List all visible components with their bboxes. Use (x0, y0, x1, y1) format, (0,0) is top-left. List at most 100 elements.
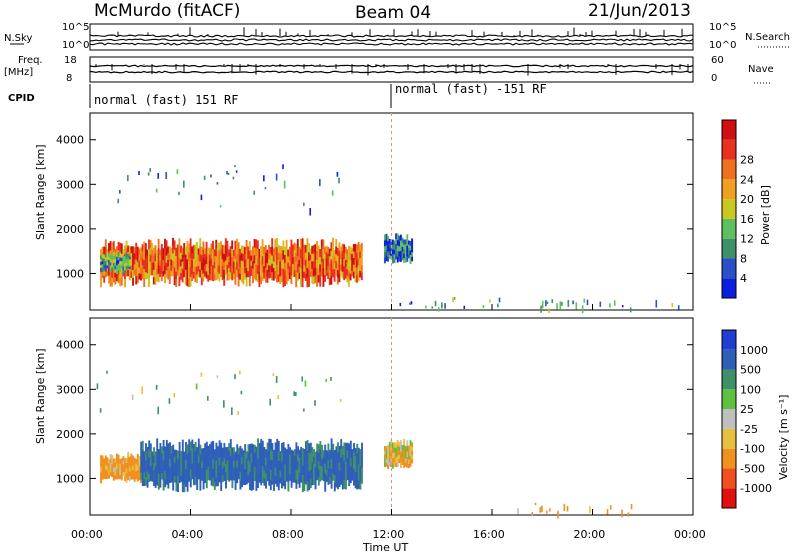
velocity-echo (395, 461, 398, 467)
velocity-echo (395, 447, 398, 453)
power-echo (106, 252, 109, 256)
velocity-echo (311, 477, 314, 486)
power-echo (170, 253, 173, 260)
velocity-echo (210, 467, 213, 477)
power-echo (175, 271, 178, 280)
power-echo (197, 254, 200, 261)
power-echo (404, 257, 407, 263)
velocity-echo (261, 474, 264, 484)
velocity-echo (164, 454, 167, 464)
velocity-echo (112, 467, 115, 473)
power-echo (314, 259, 317, 268)
power-echo (135, 267, 138, 277)
velocity-echo (169, 474, 171, 483)
velocity-echo (330, 377, 332, 381)
velocity-echo (175, 458, 178, 467)
power-echo (285, 239, 288, 250)
power-echo (106, 248, 109, 255)
power-echo (135, 259, 138, 268)
power-echo (117, 255, 120, 260)
power-echo (613, 300, 616, 306)
power-echo (207, 260, 210, 269)
velocity-echo (136, 475, 139, 482)
nsearch-tick-top: 10^5 (709, 22, 736, 33)
velocity-echo (149, 458, 152, 467)
velocity-echo (321, 472, 323, 481)
velocity-echo (545, 510, 548, 514)
power-echo (244, 272, 246, 280)
power-echo (398, 245, 401, 252)
power-echo (220, 248, 222, 256)
power-echo (330, 250, 333, 260)
power-echo (335, 260, 338, 269)
velocity-echo (388, 456, 391, 463)
power-echo (255, 255, 258, 265)
power-echo (176, 244, 179, 252)
velocity-echo (314, 466, 317, 475)
power-echo (284, 269, 286, 279)
power-echo (122, 265, 125, 270)
power-echo (385, 239, 388, 246)
velocity-echo (330, 468, 333, 479)
velocity-echo (306, 460, 309, 472)
velocity-echo (409, 461, 412, 467)
velocity-echo (181, 450, 184, 461)
power-echo (396, 239, 399, 246)
velocity-echo (189, 477, 192, 488)
power-echo (168, 261, 171, 270)
velocity-echo (233, 473, 235, 481)
power-echo (248, 276, 251, 287)
power-echo (253, 254, 256, 264)
power-echo (133, 247, 136, 254)
power-echo (322, 267, 325, 278)
velocity-echo (117, 464, 120, 470)
velocity-echo (606, 509, 609, 515)
velocity-echo (324, 444, 327, 455)
power-echo (100, 258, 102, 262)
velocity-echo (269, 479, 272, 491)
velocity-echo (136, 459, 139, 466)
power-echo (255, 247, 258, 257)
power-echo (111, 256, 114, 261)
power-echo (104, 246, 107, 255)
velocity-echo (153, 477, 155, 486)
velocity-echo (141, 449, 144, 460)
power-echo (218, 257, 221, 267)
velocity-echo (188, 439, 191, 449)
power-echo (194, 266, 197, 275)
velocity-echo (220, 471, 223, 482)
velocity-echo (609, 505, 612, 510)
velocity-echo (250, 462, 253, 473)
power-echo (141, 257, 144, 266)
power-echo (333, 249, 336, 257)
velocity-echo (388, 461, 391, 467)
power-echo (239, 254, 242, 262)
velocity-echo (234, 466, 237, 475)
power-echo (352, 264, 355, 272)
power-echo (308, 260, 310, 270)
power-echo (128, 258, 131, 262)
velocity-echo (313, 456, 315, 464)
power-echo (116, 256, 118, 261)
power-echo (393, 249, 396, 255)
velocity-echo (354, 455, 357, 465)
velocity-echo (354, 447, 357, 457)
power-echo (205, 256, 208, 265)
power-echo (229, 252, 232, 260)
power-echo (103, 255, 106, 259)
velocity-echo (265, 449, 267, 458)
velocity-echo (201, 454, 203, 462)
velocity-echo (398, 454, 401, 460)
velocity-echo (351, 461, 354, 469)
velocity-echo (178, 458, 181, 467)
power-echo (263, 253, 266, 260)
power-echo (290, 265, 293, 276)
velocity-echo (204, 474, 207, 484)
power-echo (136, 275, 139, 284)
power-echo (343, 258, 346, 266)
velocity-echo (99, 408, 102, 413)
power-echo (303, 244, 306, 252)
velocity-echo (319, 449, 322, 458)
power-echo (108, 267, 110, 276)
velocity-echo (207, 466, 210, 474)
